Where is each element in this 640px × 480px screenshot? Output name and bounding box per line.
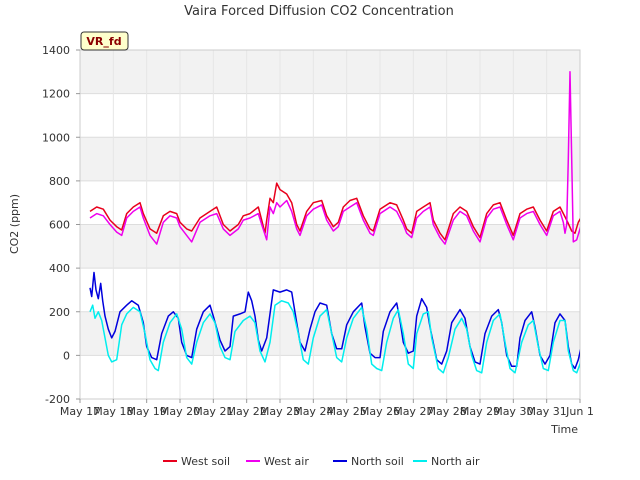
x-tick-label: May 17 (60, 405, 100, 418)
site-badge: VR_fd (80, 31, 129, 51)
series-line-west-soil (89, 182, 580, 241)
legend-item-west-air: West air (246, 455, 309, 468)
y-tick-label: 0 (63, 349, 70, 362)
x-tick-label: May 20 (160, 405, 200, 418)
legend-item-west-soil: West soil (163, 455, 230, 468)
y-axis: -200 0 200 400 600 800 1000 1200 1400 (42, 44, 80, 406)
site-badge-label: VR_fd (86, 35, 121, 48)
x-tick-label: May 22 (227, 405, 267, 418)
legend-item-north-air: North air (413, 455, 480, 468)
plot-band (80, 93, 580, 138)
legend: West soil West air North soil North air (163, 455, 480, 468)
x-tick-label: May 24 (293, 405, 333, 418)
chart-title: Vaira Forced Diffusion CO2 Concentration (184, 4, 454, 19)
legend-item-north-soil: North soil (333, 455, 404, 468)
y-axis-title: CO2 (ppm) (8, 194, 21, 254)
x-tick-label: May 30 (493, 405, 533, 418)
legend-label: West air (264, 455, 309, 468)
y-tick-label: 1200 (42, 88, 70, 101)
plot-band (80, 137, 580, 181)
legend-label: North air (431, 455, 480, 468)
x-tick-label: May 27 (393, 405, 433, 418)
series-line-west-air (89, 71, 580, 245)
x-tick-label: May 29 (460, 405, 500, 418)
y-tick-label: 1000 (42, 131, 70, 144)
series-layer (89, 71, 580, 374)
plot-band (80, 224, 580, 269)
plot-band (80, 311, 580, 356)
plot-band (80, 268, 580, 312)
y-tick-label: 400 (49, 262, 70, 275)
x-tick-label: May 26 (360, 405, 400, 418)
plot-background (80, 50, 580, 399)
x-tick-label: May 19 (127, 405, 167, 418)
site-badge-box (80, 31, 129, 51)
plot-band (80, 180, 580, 225)
y-tick-label: -200 (45, 393, 70, 406)
y-tick-label: 1400 (42, 44, 70, 57)
series-line-north-air (89, 300, 580, 374)
x-tick-label: May 28 (427, 405, 467, 418)
legend-label: West soil (181, 455, 230, 468)
x-tick-label: May 25 (327, 405, 367, 418)
y-tick-label: 600 (49, 219, 70, 232)
y-tick-label: 800 (49, 175, 70, 188)
x-tick-label: May 31 (527, 405, 567, 418)
plot-band (80, 355, 580, 399)
x-tick-label: May 23 (260, 405, 300, 418)
x-tick-label: Jun 1 (565, 405, 594, 418)
y-tick-label: 200 (49, 306, 70, 319)
x-axis-title: Time (550, 423, 578, 436)
x-tick-label: May 18 (93, 405, 133, 418)
plot-band (80, 50, 580, 94)
legend-label: North soil (351, 455, 404, 468)
x-tick-label: May 21 (193, 405, 233, 418)
